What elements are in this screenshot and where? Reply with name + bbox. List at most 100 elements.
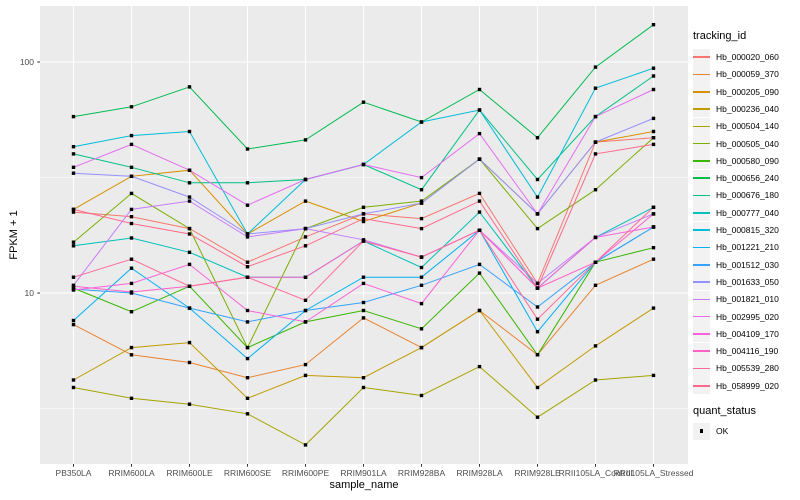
legend-item-label: Hb_000656_240 bbox=[716, 173, 779, 184]
data-point-Hb_004109_170 bbox=[651, 225, 656, 229]
data-point-Hb_001512_030 bbox=[245, 320, 250, 324]
data-point-Hb_000236_040 bbox=[71, 378, 76, 382]
data-point-Hb_000656_240 bbox=[129, 105, 134, 109]
data-point-Hb_000504_140 bbox=[419, 393, 424, 398]
legend-key-swatch bbox=[693, 117, 710, 135]
black-square-marker-icon bbox=[699, 429, 704, 433]
data-point-Hb_001221_210 bbox=[535, 330, 540, 334]
legend-key-line-icon bbox=[693, 212, 710, 214]
data-point-Hb_001221_210 bbox=[71, 318, 76, 323]
data-point-Hb_004116_190 bbox=[129, 290, 134, 294]
legend-item-label: Hb_002995_020 bbox=[716, 311, 779, 322]
data-point-Hb_000205_090 bbox=[651, 129, 656, 134]
data-point-Hb_058999_020 bbox=[187, 232, 192, 236]
data-point-Hb_000059_370 bbox=[361, 316, 366, 320]
data-point-Hb_002995_020 bbox=[361, 162, 366, 167]
legend-key-swatch bbox=[693, 221, 710, 239]
data-point-Hb_000676_180 bbox=[71, 152, 76, 156]
data-point-Hb_000676_180 bbox=[129, 165, 134, 169]
data-point-Hb_000656_240 bbox=[593, 65, 598, 69]
data-point-Hb_000236_040 bbox=[245, 396, 250, 400]
data-point-Hb_058999_020 bbox=[593, 152, 598, 156]
legend-item-label: Hb_005539_280 bbox=[716, 363, 779, 374]
legend-key-swatch bbox=[693, 186, 710, 204]
data-point-Hb_001512_030 bbox=[303, 308, 308, 313]
data-point-Hb_001821_010 bbox=[187, 199, 192, 203]
legend-key-swatch bbox=[693, 83, 710, 101]
data-point-Hb_001221_210 bbox=[245, 356, 250, 361]
x-tick-label-RRIM600PE: RRIM600PE bbox=[281, 468, 330, 478]
data-point-Hb_004109_170 bbox=[187, 262, 192, 267]
data-point-Hb_000676_180 bbox=[419, 188, 424, 192]
data-point-Hb_000656_240 bbox=[71, 114, 76, 119]
data-point-Hb_000020_060 bbox=[129, 215, 134, 219]
data-point-Hb_000656_240 bbox=[245, 147, 250, 151]
data-point-Hb_002995_020 bbox=[593, 114, 598, 119]
data-point-Hb_058999_020 bbox=[419, 226, 424, 231]
data-point-Hb_000020_060 bbox=[303, 235, 308, 239]
data-point-Hb_000504_140 bbox=[477, 364, 482, 369]
data-point-Hb_000020_060 bbox=[477, 191, 482, 196]
data-point-Hb_001633_050 bbox=[477, 157, 482, 161]
data-point-Hb_001633_050 bbox=[593, 140, 598, 144]
data-point-Hb_000580_090 bbox=[361, 308, 366, 313]
data-point-Hb_058999_020 bbox=[303, 244, 308, 248]
data-point-Hb_001633_050 bbox=[129, 174, 134, 178]
data-point-Hb_002995_020 bbox=[419, 175, 424, 180]
data-point-Hb_058999_020 bbox=[651, 142, 656, 147]
y-axis-title: FPKM + 1 bbox=[8, 210, 20, 260]
data-point-Hb_005539_280 bbox=[303, 298, 308, 302]
legend-key-line-icon bbox=[693, 229, 710, 231]
data-point-Hb_000777_040 bbox=[187, 250, 192, 254]
data-point-Hb_000504_140 bbox=[71, 385, 76, 390]
x-tick-label-RRII105LA_Control: RRII105LA_Control bbox=[558, 468, 633, 478]
data-point-Hb_000656_240 bbox=[535, 136, 540, 140]
legend-key-swatch bbox=[693, 100, 710, 118]
legend-key-line-icon bbox=[693, 90, 710, 93]
data-point-Hb_000205_090 bbox=[361, 219, 366, 224]
data-point-Hb_000504_140 bbox=[593, 378, 598, 382]
legend-item-Hb_000504_140: Hb_000504_140 bbox=[693, 117, 779, 135]
legend-key-swatch bbox=[693, 48, 710, 66]
data-point-Hb_000656_240 bbox=[187, 85, 192, 89]
data-point-Hb_001633_050 bbox=[361, 212, 366, 216]
legend-key-swatch bbox=[693, 422, 710, 440]
data-point-Hb_002995_020 bbox=[477, 131, 482, 136]
data-point-Hb_000236_040 bbox=[651, 306, 656, 310]
x-tick-label-RRIM901LA: RRIM901LA bbox=[340, 468, 387, 478]
legend-item-Hb_000020_060: Hb_000020_060 bbox=[693, 48, 779, 66]
data-point-Hb_000656_240 bbox=[303, 138, 308, 142]
legend-item-Hb_000236_040: Hb_000236_040 bbox=[693, 100, 779, 118]
data-point-Hb_005539_280 bbox=[187, 284, 192, 288]
legend-key-line-icon bbox=[693, 385, 710, 387]
legend-item-label: Hb_000676_180 bbox=[716, 190, 779, 201]
x-tick-label-RRIM600LE: RRIM600LE bbox=[166, 468, 213, 478]
x-tick-label-RRIM600SE: RRIM600SE bbox=[223, 468, 272, 478]
data-point-Hb_000504_140 bbox=[361, 385, 366, 390]
data-point-Hb_000676_180 bbox=[245, 181, 250, 185]
data-point-Hb_005539_280 bbox=[651, 205, 656, 209]
legend-key-line-icon bbox=[693, 177, 710, 180]
data-point-Hb_005539_280 bbox=[593, 260, 598, 264]
legend-item-label: Hb_000059_370 bbox=[716, 69, 779, 80]
data-point-Hb_000676_180 bbox=[651, 74, 656, 78]
data-point-Hb_001512_030 bbox=[477, 262, 482, 267]
legend-item-Hb_058999_020: Hb_058999_020 bbox=[693, 377, 779, 395]
data-point-Hb_005539_280 bbox=[535, 317, 540, 321]
data-point-Hb_000815_320 bbox=[71, 145, 76, 149]
data-point-Hb_002995_020 bbox=[245, 203, 250, 207]
legend-item-label: Hb_000777_040 bbox=[716, 207, 779, 218]
data-point-Hb_001633_050 bbox=[71, 171, 76, 175]
x-tick-label-RRIM928LE: RRIM928LE bbox=[514, 468, 561, 478]
data-point-Hb_000580_090 bbox=[651, 246, 656, 250]
data-point-Hb_000777_040 bbox=[129, 236, 134, 240]
data-point-Hb_004116_190 bbox=[71, 284, 76, 288]
legend-item-Hb_000059_370: Hb_000059_370 bbox=[693, 65, 779, 83]
data-point-Hb_000504_140 bbox=[245, 412, 250, 416]
data-point-Hb_004109_170 bbox=[303, 320, 308, 324]
data-point-Hb_000236_040 bbox=[361, 376, 366, 380]
data-point-Hb_004109_170 bbox=[71, 288, 76, 292]
legend-key-swatch bbox=[693, 308, 710, 326]
legend-item-label: Hb_000580_090 bbox=[716, 155, 779, 166]
data-point-Hb_001821_010 bbox=[535, 281, 540, 286]
